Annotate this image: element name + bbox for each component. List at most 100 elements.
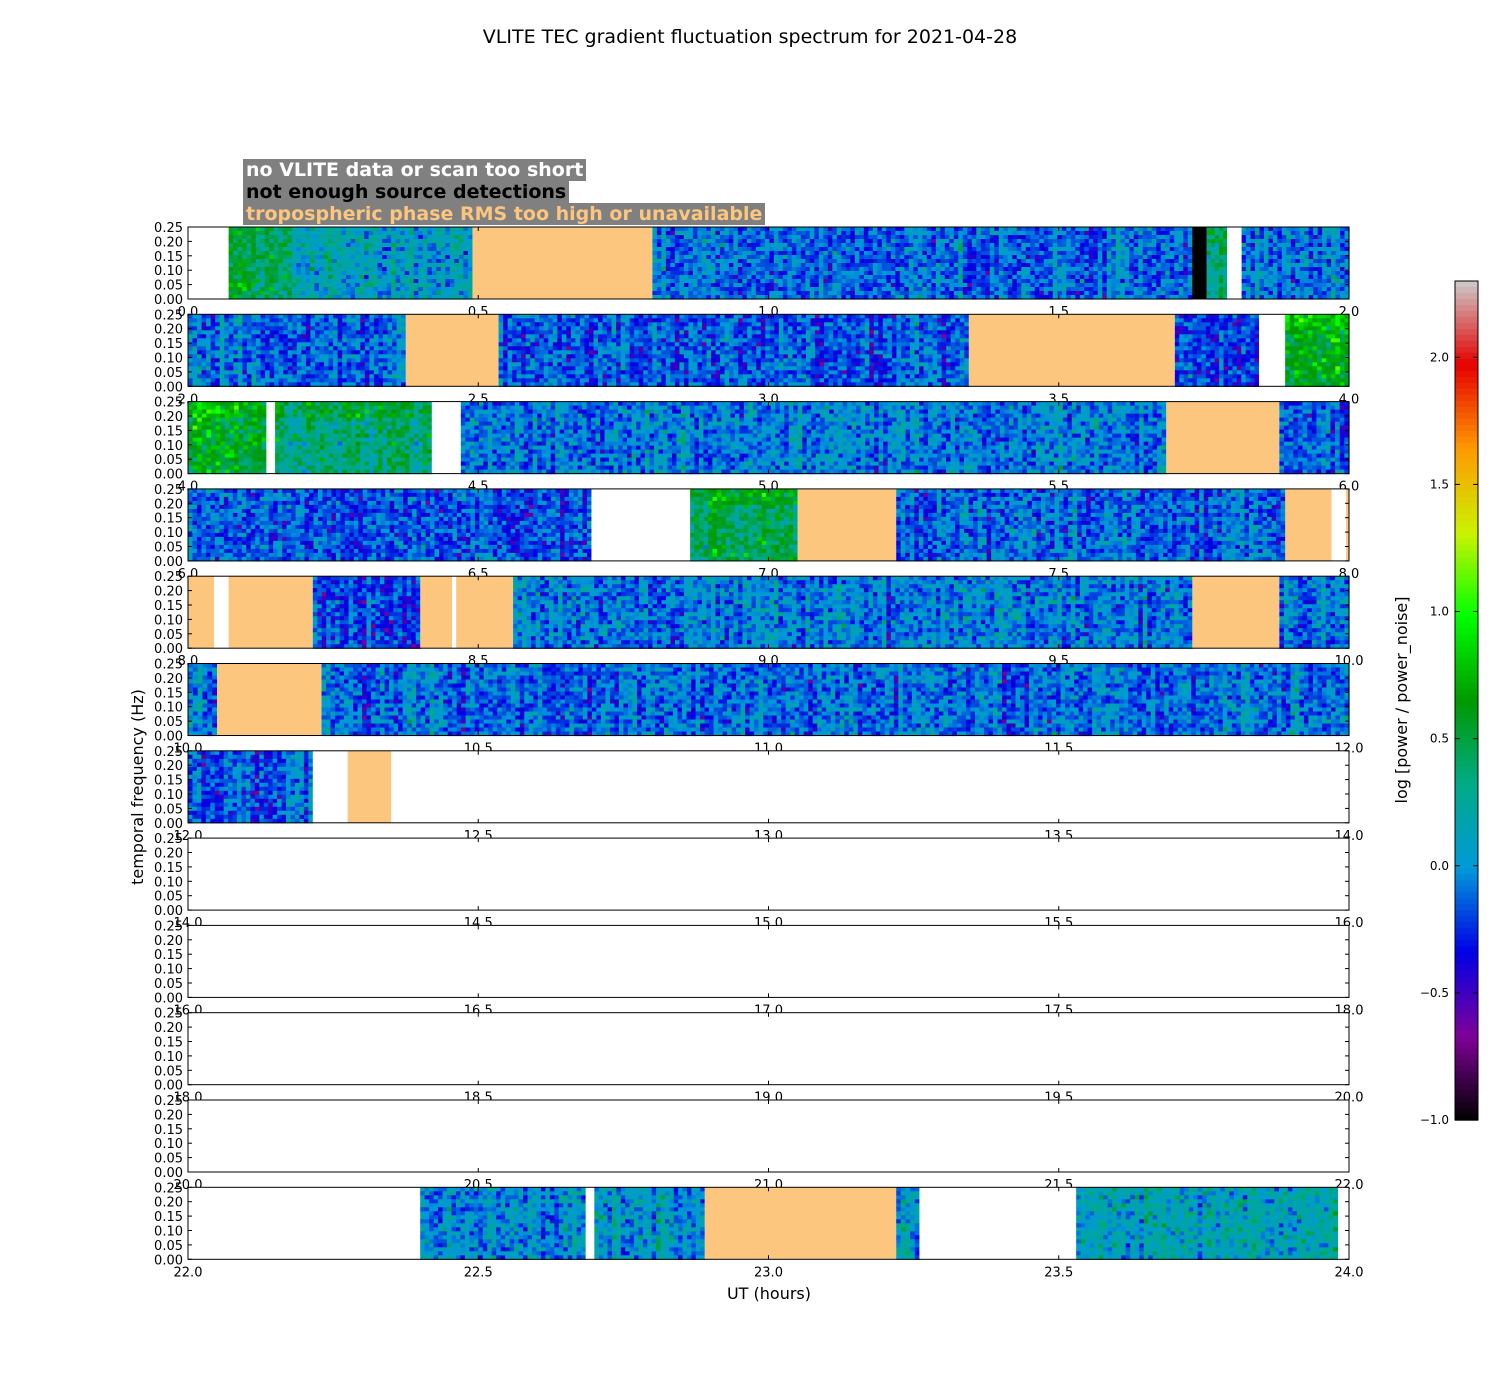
spectrum-segment-1-6 bbox=[1285, 314, 1350, 387]
spectrum-segment-3-4 bbox=[896, 488, 1286, 562]
y-tick-label: 0.15 bbox=[154, 599, 183, 614]
flag-no_data-0-0 bbox=[188, 227, 229, 299]
y-tick-label: 0.10 bbox=[154, 1050, 183, 1065]
y-tick-label: 0.25 bbox=[154, 483, 183, 498]
flag-tropo-1-3 bbox=[968, 314, 1175, 387]
flag-tropo-1-1 bbox=[405, 314, 499, 387]
y-tick-label: 0.00 bbox=[154, 730, 183, 745]
y-tick-label: 0.20 bbox=[154, 759, 183, 774]
y-tick-label: 0.00 bbox=[154, 1166, 183, 1181]
y-tick-label: 0.15 bbox=[154, 424, 183, 439]
y-tick-label: 0.25 bbox=[154, 658, 183, 673]
spectrum-segment-4-9 bbox=[1279, 576, 1350, 649]
spectrum-segment-4-7 bbox=[513, 576, 1193, 649]
flag-tropo-4-0 bbox=[188, 576, 215, 649]
y-tick-label: 0.15 bbox=[154, 861, 183, 876]
y-tick-label: 0.05 bbox=[154, 715, 183, 730]
x-axis-label: UT (hours) bbox=[727, 1284, 811, 1303]
y-tick-label: 0.05 bbox=[154, 890, 183, 905]
spectrum-segment-1-0 bbox=[188, 314, 407, 387]
spectrum-segment-1-4 bbox=[1174, 314, 1260, 387]
spectrum-segment-0-1 bbox=[228, 227, 474, 300]
spectrum-segment-3-0 bbox=[188, 488, 593, 562]
y-tick-label: 0.25 bbox=[154, 396, 183, 411]
x-tick-label: 22.5 bbox=[464, 1265, 493, 1280]
flag-no_data-4-5 bbox=[452, 576, 457, 649]
flag-tropo-4-6 bbox=[456, 576, 514, 649]
y-tick-label: 0.00 bbox=[154, 380, 183, 395]
y-tick-label: 0.10 bbox=[154, 701, 183, 716]
spectrum-segment-11-1 bbox=[420, 1187, 587, 1260]
legend-few-detections: not enough source detections bbox=[243, 181, 570, 203]
y-tick-label: 0.10 bbox=[154, 963, 183, 978]
flag-no_data-6-1 bbox=[312, 750, 348, 823]
y-tick-label: 0.00 bbox=[154, 991, 183, 1006]
flag-tropo-3-3 bbox=[797, 488, 897, 561]
spectrum-segment-11-3 bbox=[594, 1187, 706, 1260]
spectrum-segment-1-2 bbox=[498, 314, 970, 387]
flag-no_data-3-1 bbox=[591, 488, 691, 561]
y-tick-label: 0.20 bbox=[154, 497, 183, 512]
y-tick-label: 0.25 bbox=[154, 221, 183, 236]
spectrum-segment-3-2 bbox=[690, 488, 799, 562]
y-tick-label: 0.25 bbox=[154, 308, 183, 323]
y-tick-label: 0.15 bbox=[154, 948, 183, 963]
x-tick-label: 23.0 bbox=[754, 1265, 783, 1280]
y-tick-label: 0.25 bbox=[154, 1094, 183, 1109]
y-tick-label: 0.05 bbox=[154, 1152, 183, 1167]
y-tick-label: 0.05 bbox=[154, 1239, 183, 1254]
y-tick-label: 0.10 bbox=[154, 264, 183, 279]
y-tick-label: 0.15 bbox=[154, 774, 183, 789]
y-tick-label: 0.15 bbox=[154, 512, 183, 527]
y-tick-label: 0.25 bbox=[154, 1181, 183, 1196]
y-tick-label: 0.25 bbox=[154, 832, 183, 847]
y-tick-label: 0.00 bbox=[154, 904, 183, 919]
flag-tropo-5-1 bbox=[217, 663, 322, 736]
flag-tropo-0-2 bbox=[472, 227, 653, 299]
y-tick-label: 0.10 bbox=[154, 352, 183, 367]
y-tick-label: 0.00 bbox=[154, 293, 183, 308]
flag-no_data-11-2 bbox=[585, 1187, 595, 1260]
panel-1: 0.000.050.100.150.200.252.0 2.5 3.0 3.5 4.0 bbox=[154, 308, 1359, 407]
flag-no_data-2-1 bbox=[266, 401, 276, 474]
spectrum-segment-6-0 bbox=[188, 750, 314, 824]
y-tick-label: 0.10 bbox=[154, 613, 183, 628]
y-tick-label: 0.00 bbox=[154, 468, 183, 483]
flag-tropo-11-4 bbox=[704, 1187, 897, 1260]
y-tick-label: 0.15 bbox=[154, 1036, 183, 1051]
y-tick-label: 0.10 bbox=[154, 526, 183, 541]
colorbar-tick-label: 0.0 bbox=[1430, 859, 1449, 873]
y-tick-label: 0.20 bbox=[154, 672, 183, 687]
colorbar-label: log [power / power_noise] bbox=[1392, 597, 1412, 804]
y-tick-label: 0.10 bbox=[154, 1137, 183, 1152]
spectrum-segment-0-3 bbox=[652, 227, 1193, 300]
colorbar-tick-label: 1.5 bbox=[1430, 477, 1449, 491]
y-tick-label: 0.20 bbox=[154, 323, 183, 338]
spectrum-segment-11-7 bbox=[1076, 1187, 1338, 1260]
x-tick-label: 23.5 bbox=[1044, 1265, 1073, 1280]
flag-tropo-3-7 bbox=[1346, 488, 1349, 561]
y-tick-label: 0.10 bbox=[154, 875, 183, 890]
legend-tropospheric: tropospheric phase RMS too high or unava… bbox=[243, 203, 766, 225]
flag-no_data-11-0 bbox=[188, 1187, 421, 1260]
colorbar-tick-label: −0.5 bbox=[1420, 986, 1449, 1000]
panel-4: 0.000.050.100.150.200.258.0 8.5 9.0 9.5 10.0 bbox=[154, 570, 1363, 669]
y-tick-label: 0.05 bbox=[154, 1064, 183, 1079]
y-tick-label: 0.15 bbox=[154, 1123, 183, 1138]
flag-tropo-3-5 bbox=[1285, 488, 1332, 561]
y-tick-label: 0.00 bbox=[154, 1079, 183, 1094]
spectrum-segment-11-5 bbox=[896, 1187, 921, 1260]
spectrum-segment-5-0 bbox=[188, 663, 218, 737]
y-tick-label: 0.20 bbox=[154, 410, 183, 425]
flag-no_data-3-6 bbox=[1331, 488, 1347, 561]
x-tick-label: 24.0 bbox=[1335, 1265, 1364, 1280]
y-tick-label: 0.15 bbox=[154, 686, 183, 701]
flag-tropo-2-5 bbox=[1166, 401, 1280, 474]
y-tick-label: 0.20 bbox=[154, 847, 183, 862]
x-tick-label: 22.0 bbox=[174, 1265, 203, 1280]
flag-tropo-4-8 bbox=[1192, 576, 1280, 649]
